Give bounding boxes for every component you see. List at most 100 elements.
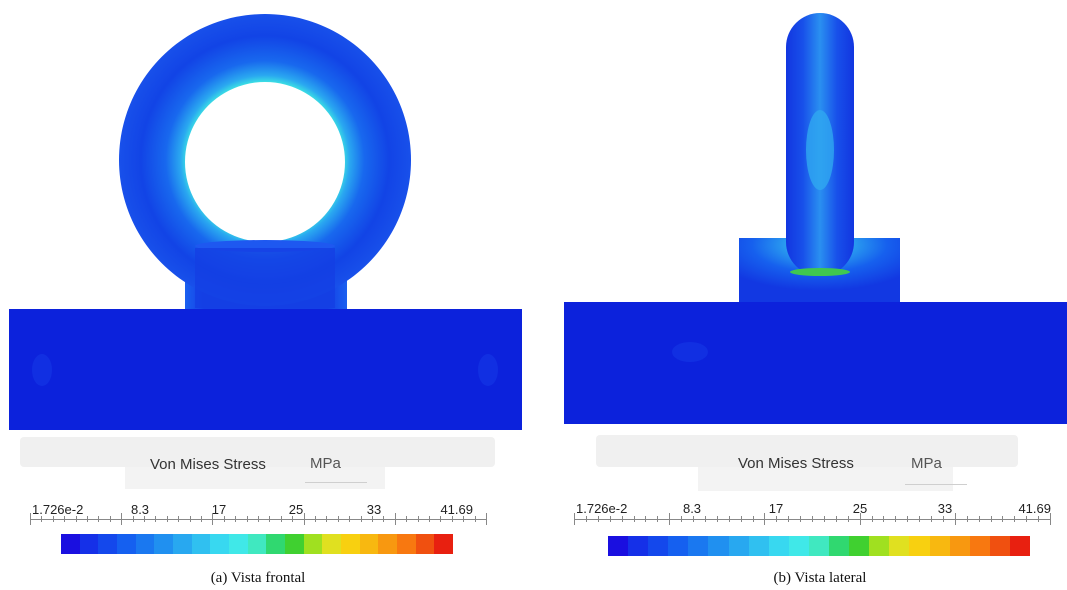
minor-tick xyxy=(155,516,156,522)
colorbar-cell xyxy=(248,534,267,554)
colorbar xyxy=(608,536,1030,556)
minor-tick xyxy=(872,516,873,522)
minor-tick xyxy=(824,516,825,522)
colorbar-cell xyxy=(930,536,950,556)
minor-tick xyxy=(178,516,179,522)
colorbar-cell xyxy=(136,534,155,554)
minor-tick xyxy=(657,516,658,522)
minor-tick xyxy=(991,516,992,522)
minor-tick xyxy=(931,516,932,522)
colorbar-cell xyxy=(192,534,211,554)
minor-tick xyxy=(269,516,270,522)
legend-unit[interactable]: MPa xyxy=(911,455,942,472)
stress-model-lateral xyxy=(540,0,1067,430)
minor-tick xyxy=(372,516,373,522)
minor-tick xyxy=(800,516,801,522)
minor-tick xyxy=(895,516,896,522)
minor-tick xyxy=(315,516,316,522)
minor-tick xyxy=(812,516,813,522)
base-block xyxy=(9,309,522,430)
tick-label-25: 25 xyxy=(289,502,303,517)
minor-tick xyxy=(190,516,191,522)
minor-tick xyxy=(201,516,202,522)
minor-tick xyxy=(463,516,464,522)
colorbar-cell xyxy=(229,534,248,554)
minor-tick xyxy=(110,516,111,522)
colorbar-cell xyxy=(285,534,304,554)
minor-tick xyxy=(475,516,476,522)
hole-mark xyxy=(672,342,708,362)
colorbar-cell xyxy=(1010,536,1030,556)
major-tick xyxy=(860,513,861,525)
loop-highlight xyxy=(806,110,834,190)
legend-title: Von Mises Stress xyxy=(150,456,266,473)
colorbar-cell xyxy=(970,536,990,556)
minor-tick xyxy=(681,516,682,522)
tick-label-max: 41.69 xyxy=(440,502,473,517)
minor-tick xyxy=(64,516,65,522)
minor-tick xyxy=(235,516,236,522)
minor-tick xyxy=(907,516,908,522)
minor-tick xyxy=(224,516,225,522)
colorbar-cell xyxy=(304,534,323,554)
legend-title: Von Mises Stress xyxy=(738,455,854,472)
minor-tick xyxy=(383,516,384,522)
minor-tick xyxy=(598,516,599,522)
colorbar-cell xyxy=(869,536,889,556)
minor-tick xyxy=(440,516,441,522)
panel-frontal-view: Von Mises Stress MPa 1.726e-2 8.3 17 25 … xyxy=(0,0,530,590)
tick-label-8-3: 8.3 xyxy=(683,501,701,516)
colorbar-cell xyxy=(322,534,341,554)
minor-tick xyxy=(76,516,77,522)
colorbar-cell xyxy=(210,534,229,554)
major-tick xyxy=(574,513,575,525)
tick-label-min: 1.726e-2 xyxy=(576,501,627,516)
legend-unit-underline xyxy=(905,484,967,485)
colorbar-cell xyxy=(80,534,99,554)
minor-tick xyxy=(729,516,730,522)
colorbar-cell xyxy=(849,536,869,556)
major-tick xyxy=(764,513,765,525)
colorbar-cell xyxy=(61,534,80,554)
tick-label-17: 17 xyxy=(212,502,226,517)
minor-tick xyxy=(87,516,88,522)
minor-tick xyxy=(645,516,646,522)
tick-label-17: 17 xyxy=(769,501,783,516)
colorbar-cell xyxy=(378,534,397,554)
minor-tick xyxy=(979,516,980,522)
minor-tick xyxy=(693,516,694,522)
colorbar-cell xyxy=(360,534,379,554)
minor-tick xyxy=(610,516,611,522)
colorbar-cell xyxy=(648,536,668,556)
colorbar-cell xyxy=(117,534,136,554)
colorbar-cell xyxy=(909,536,929,556)
minor-tick xyxy=(349,516,350,522)
minor-tick xyxy=(836,516,837,522)
colorbar xyxy=(61,534,453,554)
minor-tick xyxy=(634,516,635,522)
major-tick xyxy=(669,513,670,525)
colorbar-cell xyxy=(397,534,416,554)
minor-tick xyxy=(338,516,339,522)
minor-tick xyxy=(292,516,293,522)
colorbar-cell xyxy=(688,536,708,556)
minor-tick xyxy=(326,516,327,522)
minor-tick xyxy=(883,516,884,522)
minor-tick xyxy=(919,516,920,522)
legend-unit[interactable]: MPa xyxy=(310,455,341,472)
tick-label-max: 41.69 xyxy=(1018,501,1051,516)
minor-tick xyxy=(788,516,789,522)
colorbar-cell xyxy=(789,536,809,556)
colorbar-cell xyxy=(416,534,435,554)
colorbar-cell xyxy=(98,534,117,554)
minor-tick xyxy=(53,516,54,522)
caption: (b) Vista lateral xyxy=(774,570,867,587)
colorbar-cell xyxy=(341,534,360,554)
colorbar-cell xyxy=(769,536,789,556)
minor-tick xyxy=(429,516,430,522)
colorbar-cell xyxy=(434,534,453,554)
tick-label-33: 33 xyxy=(938,501,952,516)
caption: (a) Vista frontal xyxy=(211,570,306,587)
minor-tick xyxy=(41,516,42,522)
minor-tick xyxy=(1026,516,1027,522)
